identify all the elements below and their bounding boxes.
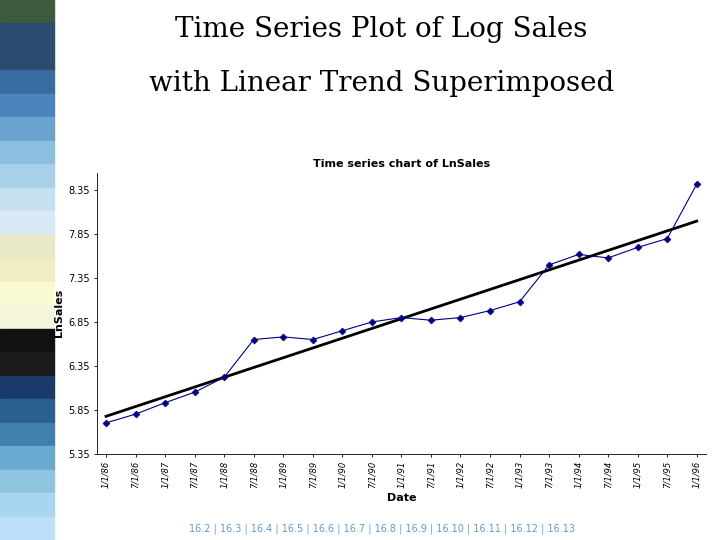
Text: 16.2 | 16.3 | 16.4 | 16.5 | 16.6 | 16.7 | 16.8 | 16.9 | 16.10 | 16.11 | 16.12 | : 16.2 | 16.3 | 16.4 | 16.5 | 16.6 | 16.7 … [189,523,575,534]
Bar [0,188,54,211]
Bar [0,23,54,47]
Bar [0,446,54,470]
Bar [0,282,54,305]
Bar [0,305,54,329]
Bar [0,470,54,493]
Bar [0,399,54,423]
Title: Time series chart of LnSales: Time series chart of LnSales [312,159,490,169]
Bar [0,258,54,282]
Bar [0,211,54,235]
Y-axis label: LnSales: LnSales [54,289,64,338]
Bar [0,70,54,94]
Bar [0,517,54,540]
Text: with Linear Trend Superimposed: with Linear Trend Superimposed [149,70,614,97]
Bar [0,423,54,446]
X-axis label: Date: Date [387,492,416,503]
Bar [0,117,54,141]
Bar [0,352,54,376]
Bar [0,329,54,352]
Text: Time Series Plot of Log Sales: Time Series Plot of Log Sales [176,16,588,43]
Bar [0,141,54,164]
Bar [0,47,54,70]
Bar [0,235,54,258]
Bar [0,94,54,117]
Bar [0,376,54,399]
Bar [0,493,54,517]
Bar [0,0,54,23]
Bar [0,164,54,188]
